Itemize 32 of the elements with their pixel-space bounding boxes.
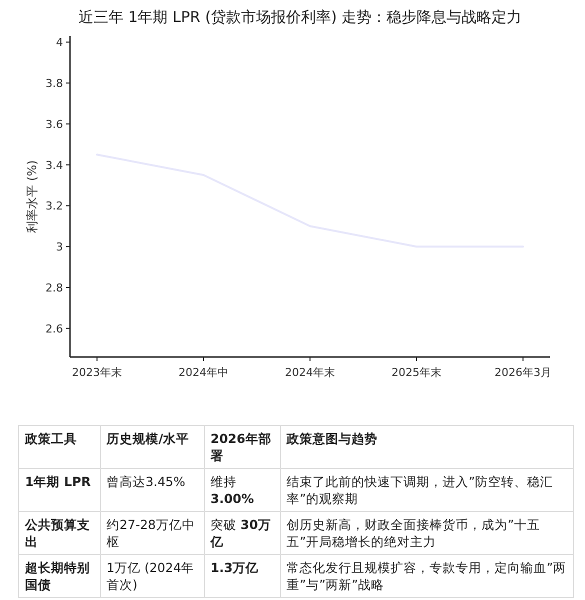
x-tick-label: 2024年中: [178, 366, 228, 379]
text: 突破 30万亿: [210, 517, 271, 549]
text: 1年期 LPR: [18, 468, 100, 512]
text: 约27-28万亿中枢: [100, 512, 204, 554]
x-tick-label: 2023年末: [72, 366, 122, 379]
chart-title: 近三年 1年期 LPR (贷款市场报价利率) 走势：稳步降息与战略定力: [78, 8, 522, 26]
text: 创历史新高，财政全面接棒货币，成为”十五五”开局稳增长的绝对主力: [280, 512, 574, 554]
text: 公共预算支出: [18, 512, 100, 554]
text: 维持 3.00%: [204, 468, 280, 512]
y-axis-title: 利率水平 (%): [25, 160, 39, 233]
category-label: 政策意图与趋势: [280, 426, 574, 468]
y-tick-label: 2.8: [46, 281, 63, 294]
text: 结束了此前的快速下调期，进入”防空转、稳汇率”的观察期: [280, 468, 574, 512]
text: 1万亿 (2024年首次): [100, 554, 204, 598]
y-tick-label: 2.6: [46, 322, 63, 336]
y-tick-label: 4: [56, 36, 63, 50]
category-label: 历史规模/水平: [100, 426, 204, 468]
y-tick-label: 3.2: [46, 200, 63, 213]
category-label: 政策工具: [18, 426, 100, 468]
category-label: 2026年部署: [204, 426, 280, 468]
x-tick-label: 2026年3月: [494, 366, 552, 379]
y-tick-label: 3.6: [46, 118, 63, 131]
text: 常态化发行且规模扩容，专款专用，定向输血”两重”与”两新”战略: [280, 554, 574, 598]
line-series: [96, 154, 524, 248]
x-tick-label: 2025年末: [392, 366, 442, 379]
x-tick-label: 2024年末: [285, 366, 335, 379]
text: 曾高达3.45%: [100, 468, 204, 512]
y-tick-label: 3: [56, 240, 63, 254]
y-tick-label: 3.4: [46, 158, 63, 172]
y-tick-label: 3.8: [46, 77, 63, 90]
text: 超长期特别国债: [18, 554, 100, 598]
text: 1.3万亿: [210, 560, 259, 575]
